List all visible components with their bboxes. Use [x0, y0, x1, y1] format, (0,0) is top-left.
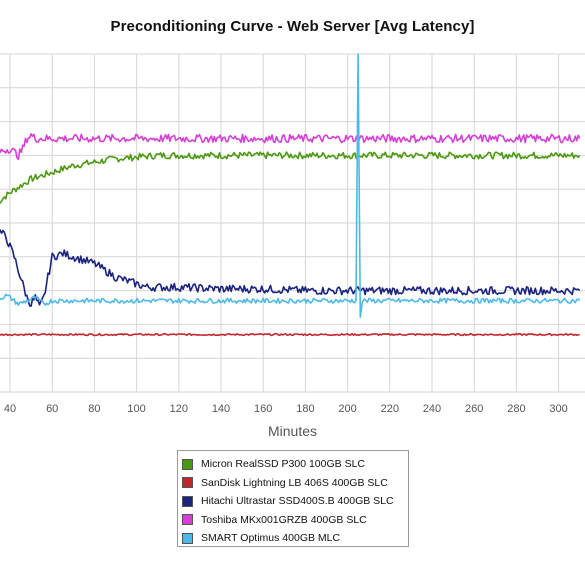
grid — [0, 53, 585, 393]
series-line-2 — [0, 332, 580, 337]
legend: Micron RealSSD P300 100GB SLC SanDisk Li… — [177, 450, 409, 547]
x-tick-label: 120 — [170, 403, 188, 415]
legend-label: SanDisk Lightning LB 406S 400GB SLC — [201, 476, 388, 489]
x-tick-label: 200 — [338, 403, 356, 415]
x-tick-label: 100 — [127, 403, 145, 415]
x-tick-label: 240 — [423, 403, 441, 415]
legend-label: SMART Optimus 400GB MLC — [201, 532, 341, 545]
legend-swatch — [182, 495, 193, 507]
legend-label: Toshiba MKx001GRZB 400GB SLC — [201, 513, 367, 526]
series-line-4 — [0, 133, 581, 161]
x-tick-label: 160 — [254, 403, 272, 415]
x-axis-title: Minutes — [267, 423, 318, 439]
legend-label: Hitachi Ultrastar SSD400S.B 400GB SLC — [201, 495, 394, 508]
x-tick-labels: 40 60 80 100 120 140 160 180 200 220 240 260 280 300 — [4, 403, 568, 415]
legend-item[interactable]: Micron RealSSD P300 100GB SLC — [182, 455, 408, 474]
legend-item[interactable]: Hitachi Ultrastar SSD400S.B 400GB SLC — [182, 492, 408, 511]
series-group — [0, 53, 581, 337]
x-tick-label: 60 — [46, 403, 58, 415]
x-tick-label: 260 — [465, 403, 483, 415]
legend-swatch — [182, 514, 193, 526]
x-tick-label: 80 — [88, 403, 100, 415]
x-tick-label: 220 — [381, 403, 399, 415]
chart-title: Preconditioning Curve - Web Server [Avg … — [110, 18, 475, 35]
series-line-5 — [0, 53, 581, 318]
legend-item[interactable]: Toshiba MKx001GRZB 400GB SLC — [182, 511, 408, 530]
series-line-1 — [0, 151, 581, 204]
legend-item[interactable]: SMART Optimus 400GB MLC — [182, 529, 408, 548]
series-line-3 — [0, 229, 581, 307]
legend-item[interactable]: SanDisk Lightning LB 406S 400GB SLC — [182, 474, 408, 493]
legend-swatch — [182, 532, 193, 544]
x-tick-label: 140 — [212, 403, 230, 415]
legend-label: Micron RealSSD P300 100GB SLC — [201, 458, 365, 471]
x-tick-label: 40 — [4, 403, 16, 415]
x-tick-label: 180 — [296, 403, 314, 415]
x-tick-label: 280 — [507, 403, 525, 415]
legend-swatch — [182, 477, 193, 489]
x-tick-label: 300 — [549, 403, 567, 415]
legend-swatch — [182, 458, 193, 470]
